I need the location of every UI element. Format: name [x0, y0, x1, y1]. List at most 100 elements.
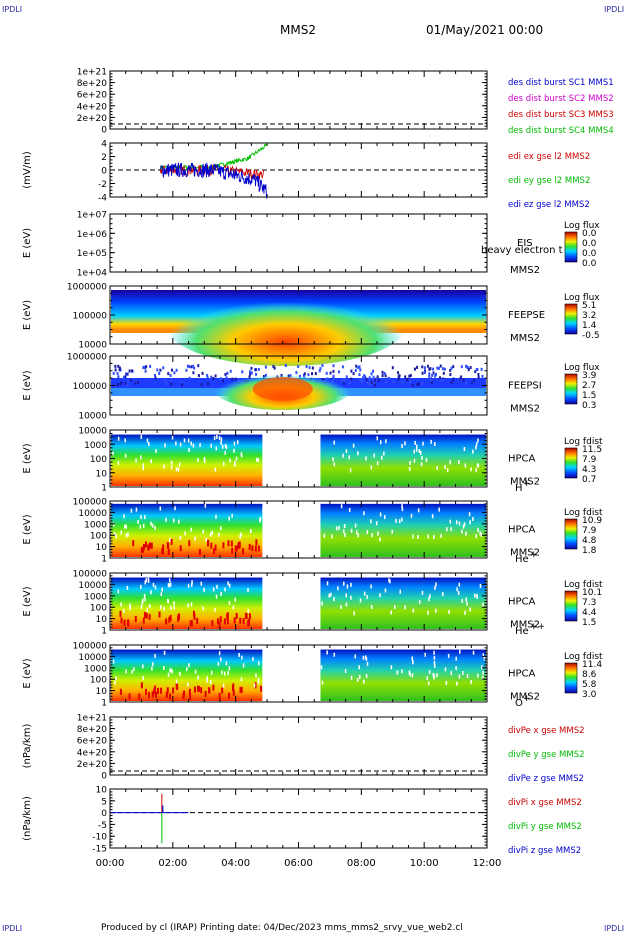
heatmap-cell	[144, 580, 147, 585]
y-axis-label: E (eV)	[22, 586, 33, 616]
heatmap-cell	[165, 691, 168, 698]
heatmap-cell	[217, 661, 220, 666]
heatmap-cell	[163, 665, 165, 670]
heatmap-cell	[254, 682, 257, 689]
heatmap-cell	[206, 678, 208, 683]
heatmap-cell	[224, 443, 227, 448]
heatmap-cell	[464, 463, 467, 468]
y-tick-label: 2	[101, 153, 107, 163]
heatmap-cell	[177, 467, 180, 472]
heatmap-cell	[350, 369, 353, 373]
heatmap-cell	[244, 612, 247, 619]
heatmap-cell	[476, 368, 479, 372]
heatmap-hpca-o	[111, 649, 486, 701]
heatmap-cell	[421, 365, 424, 369]
heatmap-cell	[466, 365, 469, 369]
heatmap-cell	[357, 366, 360, 370]
instrument-spacecraft: MMS2	[510, 333, 540, 344]
colorbar-title: Log fdist	[564, 437, 603, 447]
legend-entry: divPi y gse MMS2	[508, 822, 582, 832]
heatmap-cell	[420, 462, 423, 467]
heatmap-cell	[319, 367, 322, 371]
heatmap-cell	[159, 687, 162, 694]
legend-entry: des dist burst SC2 MMS2	[508, 94, 614, 104]
heatmap-cell	[117, 436, 120, 441]
heatmap-cell	[210, 443, 212, 448]
heatmap-cell	[473, 378, 476, 382]
y-tick-label: -10	[92, 833, 107, 843]
colorbar	[564, 518, 578, 550]
heatmap-cell	[173, 605, 175, 610]
heatmap-cell	[428, 670, 431, 675]
heatmap-cell	[235, 456, 238, 461]
heatmap-cell	[250, 366, 253, 370]
heatmap-cell	[452, 378, 455, 382]
heatmap-cell	[364, 655, 367, 660]
heatmap-cell	[188, 540, 191, 547]
species-charge: +	[523, 694, 531, 704]
y-tick-label: 10	[96, 615, 108, 625]
heatmap-cell	[387, 376, 390, 380]
heatmap-cell	[235, 612, 238, 619]
colorbar-tick-label: 0.3	[582, 401, 596, 411]
heatmap-cell	[155, 449, 157, 454]
heatmap-cell	[343, 529, 345, 534]
heatmap-cell	[370, 519, 372, 524]
heatmap-cell	[396, 670, 399, 675]
heatmap-cell	[482, 653, 485, 658]
heatmap-cell	[450, 527, 452, 532]
heatmap-cell	[368, 376, 371, 380]
colorbar	[564, 447, 578, 479]
heatmap-cell	[173, 371, 176, 375]
instrument-spacecraft: MMS2	[510, 477, 540, 488]
y-tick-label: 10000	[78, 427, 107, 437]
heatmap-cell	[437, 366, 440, 370]
colorbar-tick-label: 1.5	[582, 618, 596, 628]
instrument-spacecraft: MMS2	[510, 265, 540, 276]
heatmap-cell	[214, 607, 216, 612]
colorbar-tick-label: 11.4	[582, 660, 602, 670]
heatmap-cell	[220, 440, 222, 445]
heatmap-cell	[153, 685, 156, 692]
heatmap-cell	[123, 619, 126, 626]
heatmap-cell	[156, 368, 159, 372]
heatmap-cell	[357, 533, 359, 538]
y-axis-label: E (eV)	[22, 514, 33, 544]
heatmap-cell	[206, 376, 209, 380]
y-tick-label: 10	[96, 469, 108, 479]
heatmap-cell	[417, 508, 420, 513]
heatmap-cell	[153, 374, 156, 378]
heatmap-cell	[143, 611, 146, 618]
heatmap-cell	[436, 673, 438, 678]
heatmap-cell	[231, 547, 234, 554]
heatmap-cell	[320, 665, 323, 670]
y-tick-label: 10000	[78, 653, 107, 663]
heatmap-cell	[401, 504, 403, 509]
heatmap-hpca-he	[111, 503, 486, 557]
heatmap-cell	[409, 460, 411, 465]
heatmap-cell	[359, 368, 362, 372]
heatmap-cell	[442, 371, 445, 375]
heatmap-cell	[248, 613, 251, 620]
heatmap-cell	[320, 649, 486, 701]
heatmap-cell	[197, 458, 199, 463]
heatmap-cell	[203, 587, 205, 592]
heatmap-cell	[203, 456, 206, 461]
heatmap-cell	[115, 676, 117, 681]
heatmap-cell	[472, 449, 474, 454]
heatmap-cell	[438, 507, 440, 512]
heatmap-cell	[410, 513, 413, 518]
heatmap-cell	[311, 366, 314, 370]
heatmap-cell	[436, 466, 439, 471]
heatmap-cell	[127, 620, 130, 627]
heatmap-cell	[365, 377, 368, 381]
heatmap-cell	[197, 686, 200, 693]
heatmap-cell	[332, 457, 334, 462]
heatmap-cell	[409, 672, 411, 677]
heatmap-cell	[458, 674, 461, 679]
heatmap-cell	[397, 371, 400, 375]
heatmap-cell	[211, 530, 214, 535]
heatmap-cell	[435, 582, 437, 587]
heatmap-cell	[169, 668, 171, 673]
heatmap-cell	[469, 520, 471, 525]
